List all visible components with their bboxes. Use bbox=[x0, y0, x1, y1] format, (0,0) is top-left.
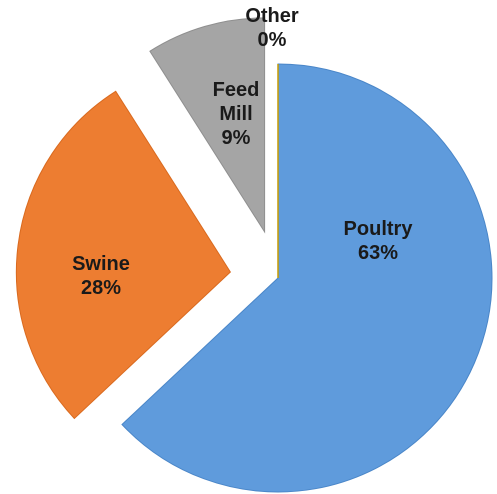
pie-labels: Poultry 63% Swine 28% Feed Mill 9% Other 0% bbox=[72, 5, 413, 299]
data-label-swine: Swine 28% bbox=[72, 253, 130, 299]
data-label-poultry: Poultry 63% bbox=[344, 218, 414, 264]
data-label-other: Other 0% bbox=[245, 5, 299, 51]
pie-slices bbox=[15, 17, 493, 493]
slice-poultry bbox=[121, 63, 493, 493]
data-label-feed-mill: Feed Mill 9% bbox=[213, 79, 260, 149]
slice-feed-mill bbox=[149, 17, 266, 234]
slice-swine bbox=[15, 90, 232, 420]
